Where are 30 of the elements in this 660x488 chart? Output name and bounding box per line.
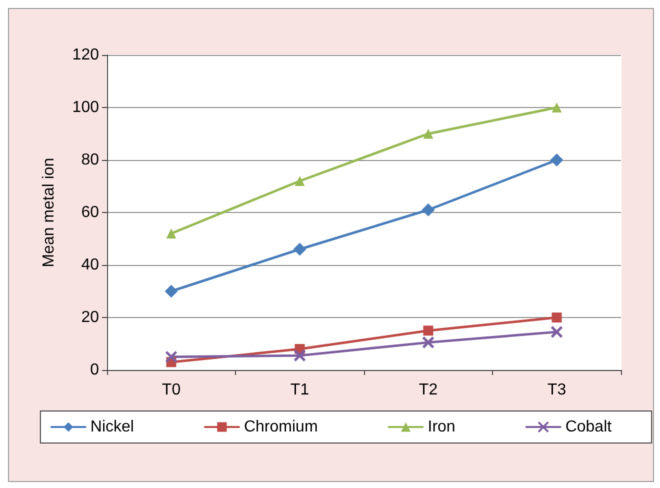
point [423, 326, 434, 336]
point [552, 312, 562, 322]
x-tick-label: T2 [418, 382, 438, 398]
point [164, 284, 178, 298]
y-tick-label: 120 [72, 46, 100, 64]
point [550, 326, 563, 338]
legend-label: Iron [428, 418, 456, 436]
y-tick-label: 80 [81, 152, 100, 168]
point [166, 228, 176, 238]
legend-label: Cobalt [565, 418, 612, 436]
point [423, 128, 434, 139]
point [422, 203, 435, 216]
y-tick-label: 0 [90, 362, 100, 378]
x-tick-label: T3 [547, 382, 566, 398]
y-tick-label: 20 [81, 309, 100, 326]
point [165, 350, 178, 364]
x-tick-label: T0 [162, 382, 181, 398]
y-axis-title: Mean metal ion [40, 158, 58, 268]
legend-label: Chromium [244, 418, 318, 436]
x-tick-label: T1 [290, 382, 310, 398]
point [552, 102, 562, 112]
point [550, 154, 564, 166]
point [294, 176, 305, 186]
point [293, 242, 306, 256]
y-tick-label: 100 [72, 99, 100, 116]
point [294, 349, 306, 362]
y-tick-label: 60 [81, 204, 100, 221]
y-tick-label: 40 [81, 256, 100, 274]
legend-label: Nickel [90, 418, 134, 436]
point [422, 336, 434, 349]
